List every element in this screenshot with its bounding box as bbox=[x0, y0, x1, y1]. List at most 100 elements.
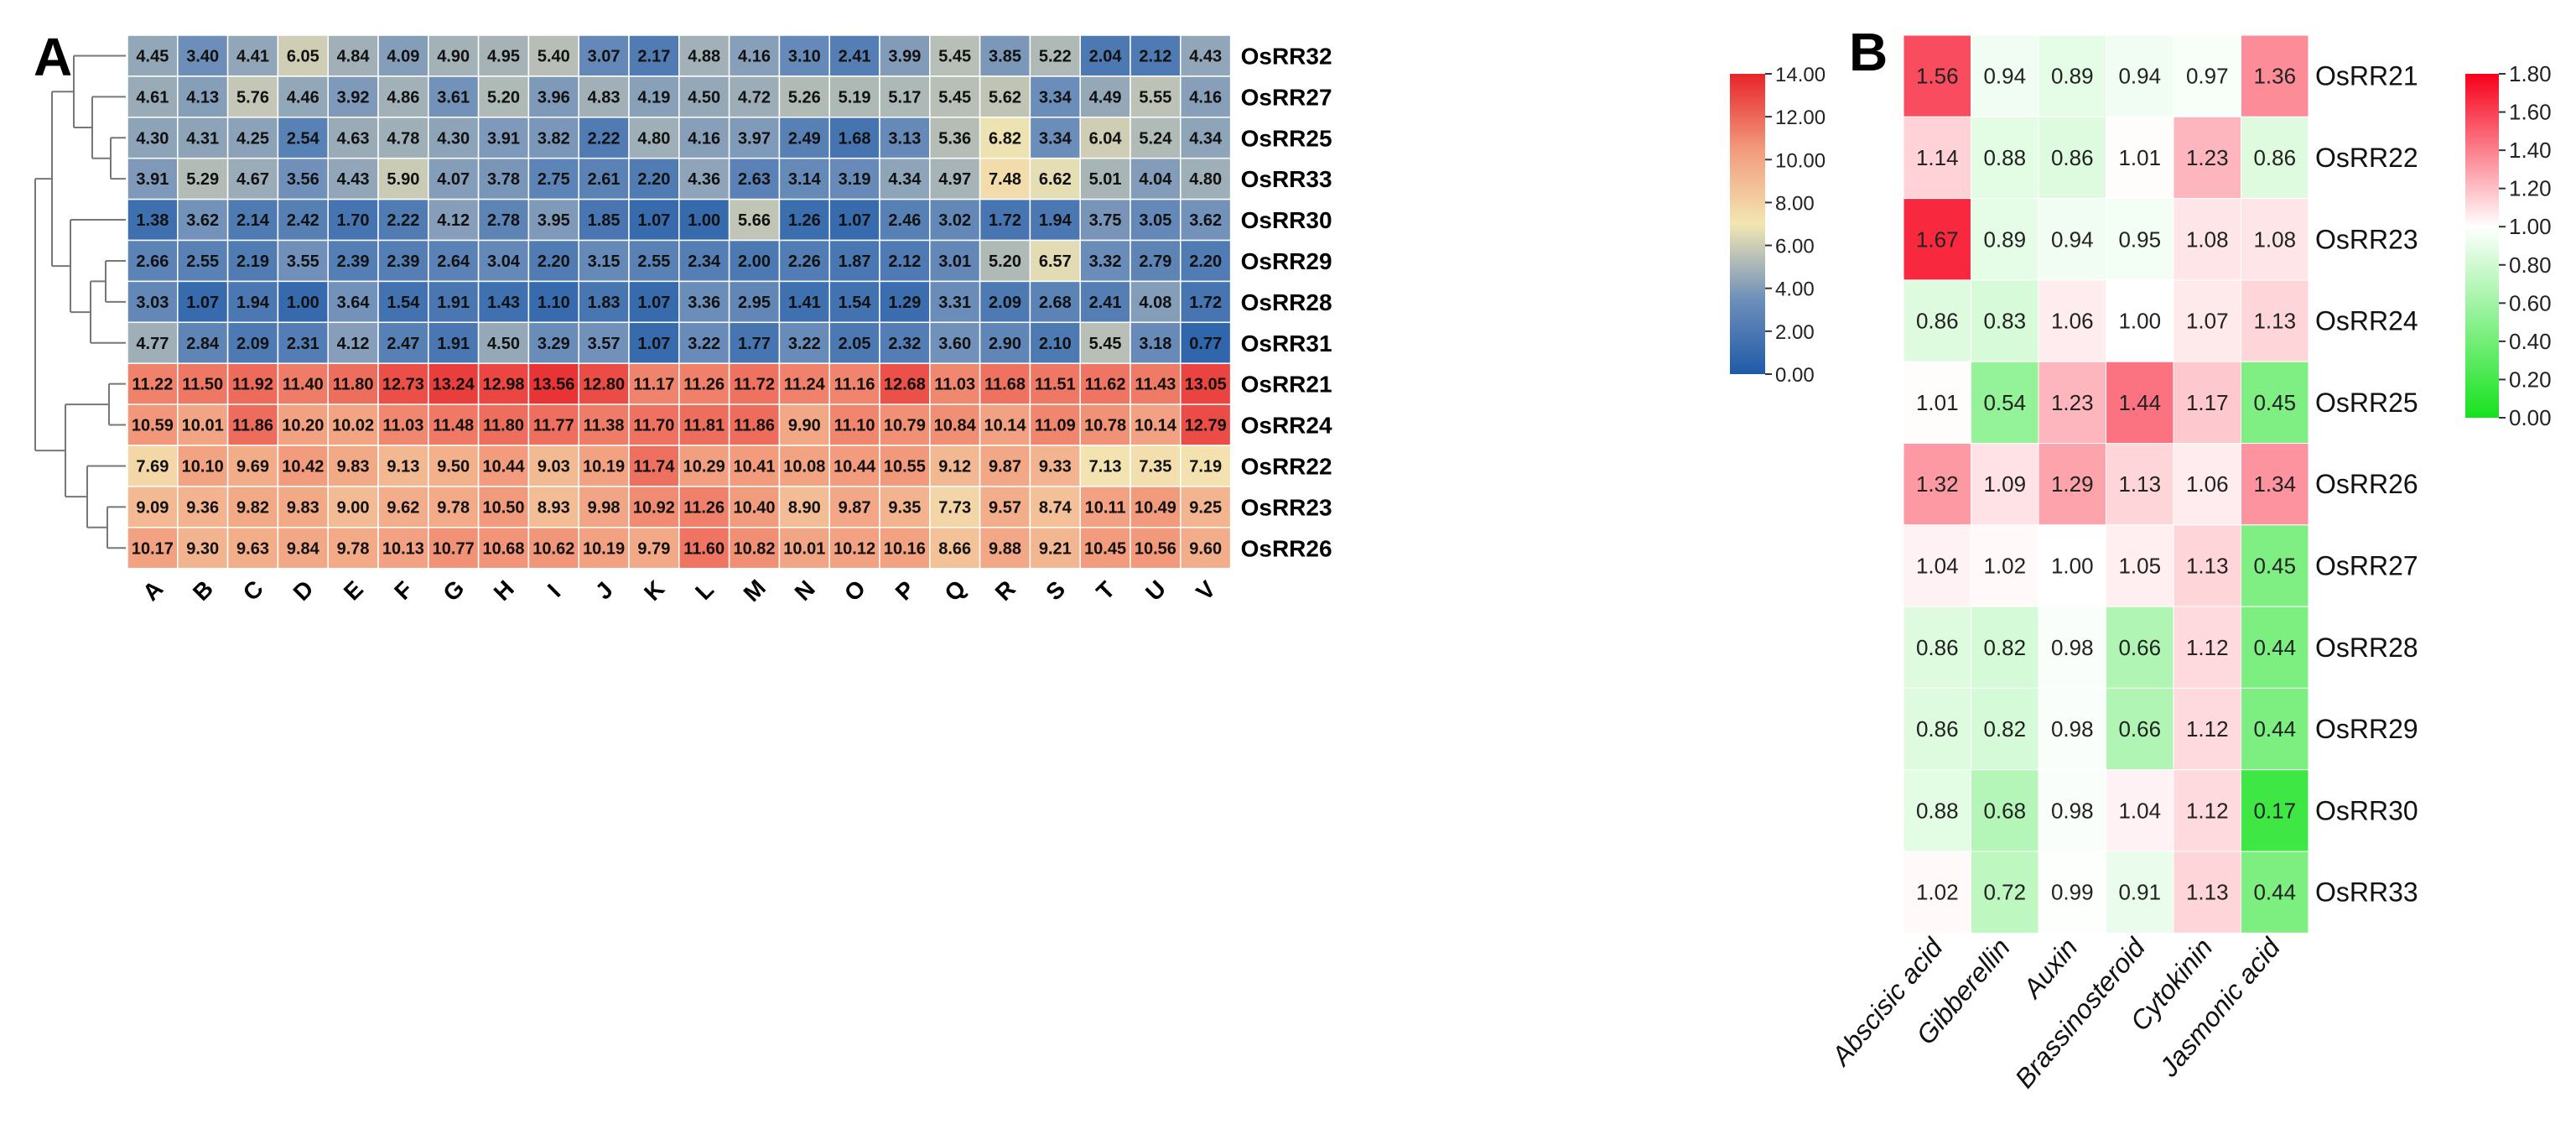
heatmap-a-value: 12.80 bbox=[583, 376, 625, 394]
heatmap-a-value: 4.83 bbox=[588, 88, 621, 107]
heatmap-a-cell bbox=[327, 486, 379, 528]
heatmap-a-value: 11.03 bbox=[934, 376, 975, 394]
heatmap-a-cell bbox=[1180, 117, 1232, 159]
heatmap-a-cell bbox=[678, 198, 730, 242]
heatmap-a-value: 9.03 bbox=[538, 457, 570, 476]
heatmap-b-value: 0.82 bbox=[1983, 716, 2026, 742]
heatmap-a-value: 10.01 bbox=[783, 539, 825, 558]
heatmap-a-value: 2.20 bbox=[1189, 252, 1222, 271]
heatmap-a-value: 3.13 bbox=[888, 129, 921, 148]
heatmap-a-cell bbox=[477, 321, 530, 364]
heatmap-b-row-label: OsRR26 bbox=[2315, 469, 2418, 499]
heatmap-a-cell bbox=[1130, 198, 1182, 242]
heatmap-a-value: 3.05 bbox=[1139, 211, 1171, 230]
heatmap-a-cell bbox=[527, 445, 579, 487]
heatmap-a-value: 11.48 bbox=[433, 417, 474, 435]
heatmap-b-row-label: OsRR29 bbox=[2315, 714, 2418, 744]
heatmap-b-cell bbox=[2173, 443, 2241, 526]
heatmap-a-cell bbox=[1079, 117, 1131, 159]
heatmap-a-cell bbox=[628, 34, 680, 77]
heatmap-a-cell bbox=[628, 239, 680, 283]
heatmap-b-value: 1.13 bbox=[2253, 309, 2296, 334]
heatmap-a-value: 2.66 bbox=[136, 252, 169, 271]
heatmap-a-value: 10.45 bbox=[1084, 539, 1126, 558]
heatmap-b-cell bbox=[1971, 769, 2039, 852]
heatmap-a-value: 5.45 bbox=[938, 88, 971, 107]
heatmap-a-value: 13.05 bbox=[1185, 376, 1227, 394]
heatmap-b-value: 0.86 bbox=[2253, 145, 2296, 170]
heatmap-b-value: 0.17 bbox=[2253, 798, 2296, 823]
heatmap-a-value: 9.57 bbox=[989, 498, 1021, 517]
heatmap-a-value: 10.79 bbox=[884, 417, 926, 435]
heatmap-a-cell bbox=[728, 75, 781, 118]
heatmap-a-cell bbox=[1079, 75, 1131, 118]
heatmap-a-cell bbox=[678, 280, 730, 324]
heatmap-a-value: 10.84 bbox=[934, 417, 977, 435]
heatmap-a-value: 5.19 bbox=[839, 88, 871, 107]
heatmap-b-value: 0.97 bbox=[2186, 64, 2229, 89]
heatmap-a-cell bbox=[1180, 486, 1232, 528]
heatmap-a-cell bbox=[226, 486, 279, 528]
heatmap-b-row-label: OsRR25 bbox=[2315, 388, 2418, 418]
heatmap-a-value: 1.77 bbox=[738, 335, 771, 353]
heatmap-a-value: 2.95 bbox=[738, 294, 771, 312]
heatmap-a-cell bbox=[277, 321, 329, 364]
heatmap-a-value: 2.04 bbox=[1089, 47, 1123, 65]
heatmap-a-value: 9.12 bbox=[938, 457, 971, 476]
heatmap-a-value: 3.02 bbox=[938, 211, 971, 230]
heatmap-a-value: 4.41 bbox=[236, 47, 269, 65]
heatmap-a-value: 4.50 bbox=[688, 88, 720, 107]
heatmap-a-cell bbox=[828, 117, 880, 159]
heatmap-a-cell bbox=[1029, 157, 1081, 200]
heatmap-a-value: 9.79 bbox=[637, 539, 670, 558]
heatmap-a-cell bbox=[177, 321, 229, 364]
heatmap-a-value: 4.43 bbox=[1189, 47, 1222, 65]
heatmap-a-cell bbox=[879, 280, 931, 324]
heatmap-a-cell bbox=[177, 117, 229, 159]
legend-a-tick: 12.00 bbox=[1775, 107, 1826, 129]
heatmap-b-cell bbox=[2173, 851, 2241, 934]
heatmap-a-cell bbox=[327, 527, 379, 570]
heatmap-a-value: 3.96 bbox=[538, 88, 570, 107]
heatmap-b-value: 1.12 bbox=[2186, 635, 2229, 660]
heatmap-a-value: 3.40 bbox=[186, 47, 219, 65]
heatmap-b-cell bbox=[1971, 687, 2039, 771]
heatmap-a-value: 8.90 bbox=[788, 498, 821, 517]
heatmap-b-value: 1.17 bbox=[2186, 390, 2229, 415]
heatmap-a-value: 10.50 bbox=[482, 498, 524, 517]
heatmap-a-value: 10.44 bbox=[834, 457, 876, 476]
heatmap-a-value: 2.22 bbox=[588, 129, 621, 148]
heatmap-a-cell bbox=[1029, 239, 1081, 283]
heatmap-b-value: 1.13 bbox=[2186, 553, 2229, 578]
heatmap-a-value: 6.62 bbox=[1039, 170, 1072, 189]
heatmap-a-value: 3.97 bbox=[738, 129, 771, 148]
heatmap-a-value: 4.31 bbox=[186, 129, 219, 148]
heatmap-a-row-label: OsRR28 bbox=[1241, 289, 1332, 315]
heatmap-a-value: 1.00 bbox=[287, 294, 319, 312]
heatmap-b-cell bbox=[2038, 524, 2106, 607]
heatmap-a-value: 9.33 bbox=[1039, 457, 1072, 476]
legend-b: 1.80 1.60 1.40 1.20 1.00 0.80 0.60 0.40 0.20 0.00 bbox=[2465, 61, 2552, 430]
heatmap-a-cell bbox=[778, 321, 830, 364]
heatmap-a-cell bbox=[327, 157, 379, 200]
heatmap-a-value: 2.78 bbox=[487, 211, 520, 230]
heatmap-a-cell bbox=[527, 198, 579, 242]
heatmap-a-value: 11.92 bbox=[232, 376, 273, 394]
heatmap-a-value: 10.14 bbox=[984, 417, 1026, 435]
heatmap-a-cell bbox=[879, 527, 931, 570]
legend-b-tick: 0.80 bbox=[2509, 252, 2552, 278]
heatmap-a-value: 5.29 bbox=[186, 170, 219, 189]
heatmap-a-cell bbox=[277, 280, 329, 324]
heatmap-a-cell bbox=[879, 321, 931, 364]
heatmap-b-cell bbox=[2038, 687, 2106, 771]
heatmap-a-cell bbox=[127, 117, 179, 159]
heatmap-a-cell bbox=[578, 280, 630, 324]
heatmap-a-value: 11.80 bbox=[483, 417, 524, 435]
heatmap-a-value: 4.16 bbox=[738, 47, 771, 65]
heatmap-b-value: 1.05 bbox=[2118, 553, 2161, 578]
heatmap-b-cell bbox=[2241, 851, 2309, 934]
heatmap-a-cell bbox=[728, 239, 781, 283]
heatmap-a-cell bbox=[828, 445, 880, 487]
heatmap-a-value: 11.38 bbox=[584, 417, 625, 435]
heatmap-a-value: 4.50 bbox=[487, 335, 520, 353]
